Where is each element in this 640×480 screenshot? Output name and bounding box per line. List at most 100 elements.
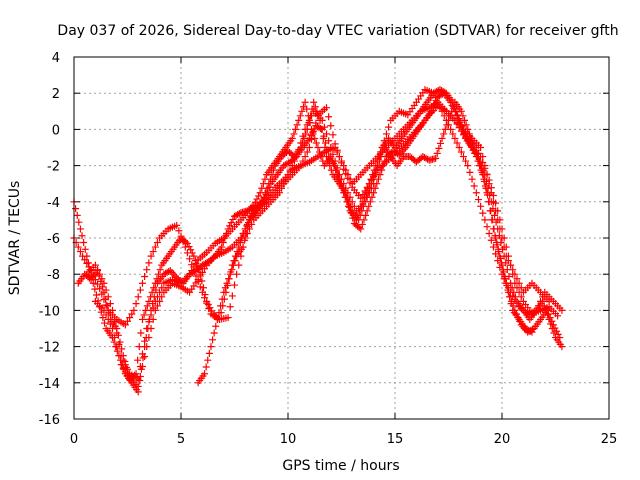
data-point (134, 356, 142, 364)
data-point (233, 270, 241, 278)
data-point (445, 116, 452, 124)
data-point (317, 124, 325, 132)
data-point (380, 137, 388, 145)
data-point (140, 311, 148, 319)
data-point (265, 183, 273, 191)
data-point (347, 202, 355, 210)
data-point (489, 191, 497, 199)
data-point (121, 321, 129, 329)
data-point (451, 108, 459, 116)
data-point (134, 375, 142, 383)
data-point (373, 180, 381, 188)
data-point (148, 288, 156, 296)
data-point (331, 162, 339, 170)
data-point (210, 329, 218, 337)
data-point (207, 343, 215, 351)
data-point (339, 184, 347, 192)
data-point (485, 176, 493, 184)
data-points (70, 86, 566, 396)
data-point (340, 165, 348, 173)
data-point (145, 318, 153, 326)
data-point (306, 112, 314, 120)
data-point (472, 189, 480, 197)
data-point (342, 193, 350, 201)
data-point (336, 175, 344, 183)
data-point (357, 194, 365, 202)
data-point (483, 223, 491, 231)
data-point (224, 282, 232, 290)
data-point (514, 314, 522, 322)
data-point (202, 363, 210, 371)
data-point (422, 154, 430, 162)
data-point (483, 170, 491, 178)
data-point (318, 125, 326, 133)
data-point (476, 162, 484, 170)
data-point (504, 252, 512, 260)
data-point (134, 293, 142, 301)
data-point (302, 130, 310, 138)
data-point (455, 124, 463, 132)
data-point (156, 288, 164, 296)
data-point (102, 301, 110, 309)
data-point (457, 107, 465, 115)
data-point (359, 191, 367, 199)
data-point (225, 275, 233, 283)
data-point (246, 215, 254, 223)
data-point (147, 293, 155, 301)
data-point (143, 325, 151, 332)
data-point (145, 297, 153, 305)
data-point (126, 314, 134, 322)
data-point (450, 105, 458, 113)
data-point (227, 219, 235, 227)
data-point (299, 157, 307, 165)
data-point (301, 98, 309, 106)
data-point (128, 310, 136, 318)
y-tick-label: -6 (47, 232, 60, 247)
data-point (346, 203, 354, 211)
data-point (143, 302, 151, 310)
data-point (207, 307, 215, 315)
data-point (453, 120, 461, 128)
data-point (295, 116, 303, 124)
data-point (477, 153, 485, 161)
data-point (227, 268, 235, 276)
x-tick-label: 5 (177, 432, 185, 447)
data-point (79, 252, 87, 260)
data-point (165, 267, 173, 275)
data-point (205, 349, 213, 357)
data-point (121, 361, 129, 369)
data-point (217, 309, 225, 317)
data-point (451, 116, 459, 124)
grid (74, 57, 609, 419)
data-point (314, 144, 322, 151)
data-point (363, 183, 371, 191)
data-point (76, 248, 84, 256)
x-tick-label: 0 (70, 432, 78, 447)
data-point (136, 363, 144, 371)
data-point (491, 211, 499, 219)
data-point (338, 159, 345, 167)
data-point (293, 121, 301, 129)
data-point (385, 123, 393, 131)
data-point (490, 225, 498, 233)
data-point (461, 116, 469, 124)
data-point (96, 270, 104, 278)
data-point (528, 325, 536, 333)
data-point (81, 245, 89, 253)
data-point (206, 304, 214, 312)
data-point (106, 300, 114, 308)
data-point (451, 134, 459, 142)
data-point (342, 170, 350, 178)
series-track-b (70, 86, 566, 329)
data-point (558, 343, 566, 351)
data-point (517, 293, 525, 301)
y-tick-label: -8 (47, 268, 60, 283)
data-point (441, 125, 449, 133)
data-point (347, 209, 355, 217)
data-point (470, 182, 478, 190)
data-point (240, 229, 248, 237)
data-point (479, 158, 487, 166)
data-point (338, 180, 345, 188)
data-point (447, 98, 455, 106)
data-point (512, 310, 520, 318)
